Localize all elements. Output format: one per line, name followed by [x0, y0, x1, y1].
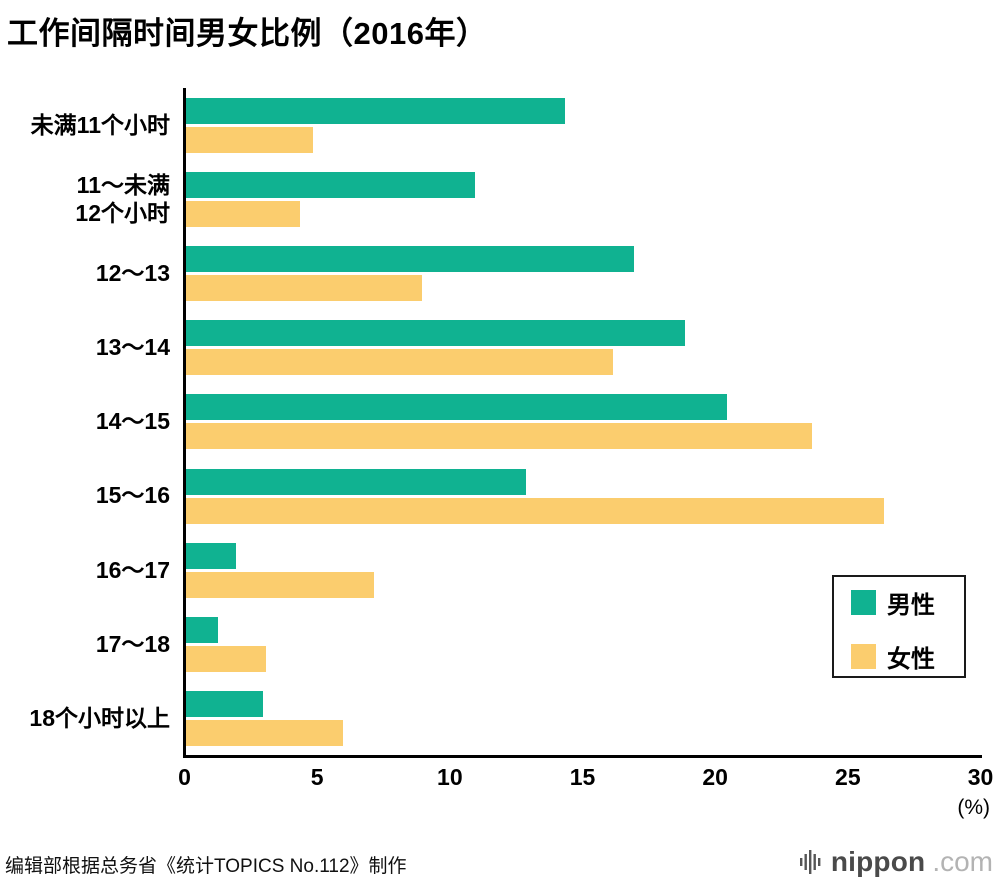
x-tick-label: 30	[967, 764, 994, 790]
page-title: 工作间隔时间男女比例（2016年）	[7, 16, 488, 51]
logo-text: nippon	[830, 846, 926, 877]
nippon-logo: nippon .com	[799, 845, 993, 879]
chart: (%) 男性 女性 未满11个小时 11～未满 12个小时 12～13 13～14 14…	[0, 88, 1000, 848]
legend-item-female: 女性	[851, 644, 964, 673]
x-axis-line	[183, 755, 982, 758]
x-axis-unit-label: (%)	[957, 796, 990, 819]
bar-male	[186, 172, 476, 199]
legend-item-male: 男性	[851, 590, 964, 619]
bar-female	[186, 127, 314, 153]
bar-female	[186, 571, 375, 598]
category-label: 14～15	[95, 408, 170, 435]
x-tick-label: 10	[437, 764, 463, 790]
category-label: 18个小时以上	[29, 704, 170, 731]
legend-male-label: 男性	[887, 592, 935, 619]
bar-male	[186, 468, 526, 495]
category-label: 11～未满 12个小时	[75, 172, 170, 227]
x-tick-label: 20	[702, 764, 728, 790]
category-label: 16～17	[95, 556, 170, 583]
bar-male	[186, 542, 237, 569]
legend-female-swatch	[851, 644, 876, 669]
y-axis-line	[183, 88, 186, 758]
x-tick-label: 15	[569, 764, 596, 790]
nippon-logo-bars-icon	[799, 850, 821, 874]
bar-female	[186, 497, 884, 524]
legend: 男性 女性	[832, 575, 966, 678]
bar-male	[186, 320, 685, 347]
category-label: 12～13	[95, 260, 170, 287]
bar-male	[186, 98, 566, 124]
bar-male	[186, 616, 218, 643]
category-label: 未满11个小时	[30, 111, 170, 138]
x-tick-label: 0	[178, 764, 191, 790]
bar-male	[186, 246, 635, 273]
source-note: 编辑部根据总务省《统计TOPICS No.112》制作	[5, 856, 407, 877]
bar-female	[186, 349, 614, 376]
legend-male-swatch	[851, 590, 876, 615]
bar-male	[186, 394, 728, 421]
bar-female	[186, 645, 266, 672]
bar-male	[186, 690, 263, 717]
bar-female	[186, 719, 343, 746]
bar-female	[186, 275, 423, 302]
category-label: 13～14	[95, 334, 170, 361]
category-label: 15～16	[95, 482, 170, 509]
bar-female	[186, 201, 301, 228]
x-tick-label: 25	[835, 764, 861, 790]
legend-female-label: 女性	[887, 646, 935, 673]
x-tick-label: 5	[310, 764, 324, 790]
category-label: 17～18	[95, 630, 170, 657]
bar-female	[186, 423, 813, 450]
logo-suffix: .com	[932, 846, 993, 877]
